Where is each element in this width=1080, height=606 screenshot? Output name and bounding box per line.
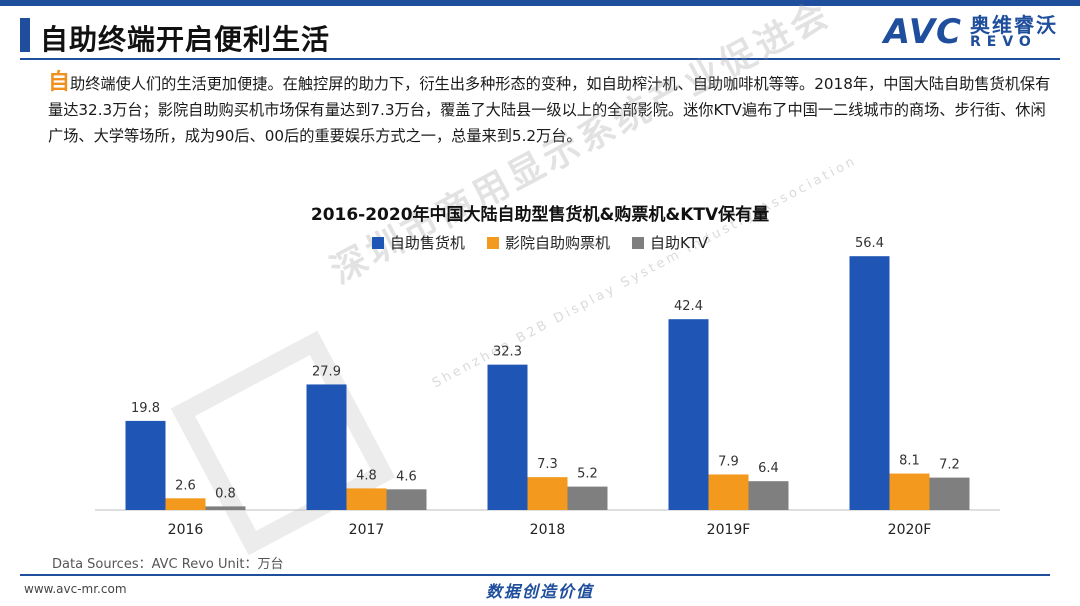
legend-label-ktv: 自助KTV [649, 234, 709, 252]
bar-series-2-2018 [567, 486, 608, 510]
data-label-series-1-2020F: 8.1 [899, 454, 920, 469]
bar-series-0-2016 [125, 420, 166, 510]
legend-label-vending: 自助售货机 [389, 234, 465, 252]
x-tick-label-2018: 2018 [530, 522, 566, 538]
logo-avc-text: AVC [883, 12, 962, 52]
intro-paragraph: 自助终端使人们的生活更加便捷。在触控屏的助力下，衍生出多种形态的变种，如自助榨汁… [48, 70, 1058, 149]
legend-item-ktv: 自助KTV [631, 232, 709, 253]
x-tick-label-2017: 2017 [349, 522, 385, 538]
data-source-note: Data Sources：AVC Revo Unit：万台 [52, 557, 284, 572]
watermark-logo-shape [170, 330, 396, 556]
bar-series-2-2019F [748, 481, 789, 510]
data-label-series-2-2018: 5.2 [577, 467, 598, 482]
intro-dropcap: 自 [48, 70, 71, 95]
x-tick-label-2016: 2016 [168, 522, 204, 538]
bar-series-1-2019F [708, 474, 749, 510]
bar-series-2-2020F [929, 477, 970, 510]
intro-text: 助终端使人们的生活更加便捷。在触控屏的助力下，衍生出多种形态的变种，如自助榨汁机… [48, 75, 1051, 145]
data-label-series-2-2017: 4.6 [396, 469, 417, 484]
legend-swatch-vending [371, 236, 384, 249]
bar-series-1-2020F [889, 473, 930, 510]
bar-series-0-2019F [668, 319, 709, 510]
chart-legend: 自助售货机 影院自助购票机 自助KTV [0, 232, 1080, 253]
data-label-series-2-2019F: 6.4 [758, 461, 779, 476]
legend-label-ticket: 影院自助购票机 [504, 234, 610, 252]
chart-title: 2016-2020年中国大陆自助型售货机&购票机&KTV保有量 [310, 205, 770, 225]
data-label-series-1-2018: 7.3 [537, 457, 558, 472]
title-accent [20, 18, 30, 52]
bar-series-0-2020F [849, 256, 890, 510]
logo-right: 奥维睿沃 REVO [970, 15, 1058, 49]
page-title: 自助终端开启便利生活 [40, 23, 331, 56]
footer-divider [20, 574, 1050, 576]
footer-slogan: 数据创造价值 [485, 582, 594, 601]
logo-revo-text: REVO [970, 34, 1037, 50]
data-label-series-0-2019F: 42.4 [674, 299, 703, 314]
legend-item-ticket: 影院自助购票机 [486, 232, 610, 253]
data-label-series-0-2016: 19.8 [131, 401, 160, 416]
data-label-series-2-2020F: 7.2 [939, 458, 960, 473]
logo-cn-text: 奥维睿沃 [970, 13, 1058, 37]
legend-swatch-ktv [631, 236, 644, 249]
legend-swatch-ticket [486, 236, 499, 249]
x-tick-label-2020F: 2020F [888, 522, 932, 538]
bar-series-0-2018 [487, 364, 528, 510]
bar-series-1-2016 [165, 498, 206, 510]
website-link[interactable]: www.avc-mr.com [24, 582, 127, 596]
header-divider [20, 58, 1060, 60]
data-label-series-1-2016: 2.6 [175, 478, 196, 493]
legend-item-vending: 自助售货机 [371, 232, 465, 253]
data-label-series-1-2019F: 7.9 [718, 454, 739, 469]
bar-series-2-2017 [386, 489, 427, 510]
avc-logo: AVC 奥维睿沃 REVO [884, 12, 1058, 52]
x-tick-label-2019F: 2019F [707, 522, 751, 538]
top-accent-bar [0, 0, 1080, 6]
bar-series-1-2018 [527, 477, 568, 510]
